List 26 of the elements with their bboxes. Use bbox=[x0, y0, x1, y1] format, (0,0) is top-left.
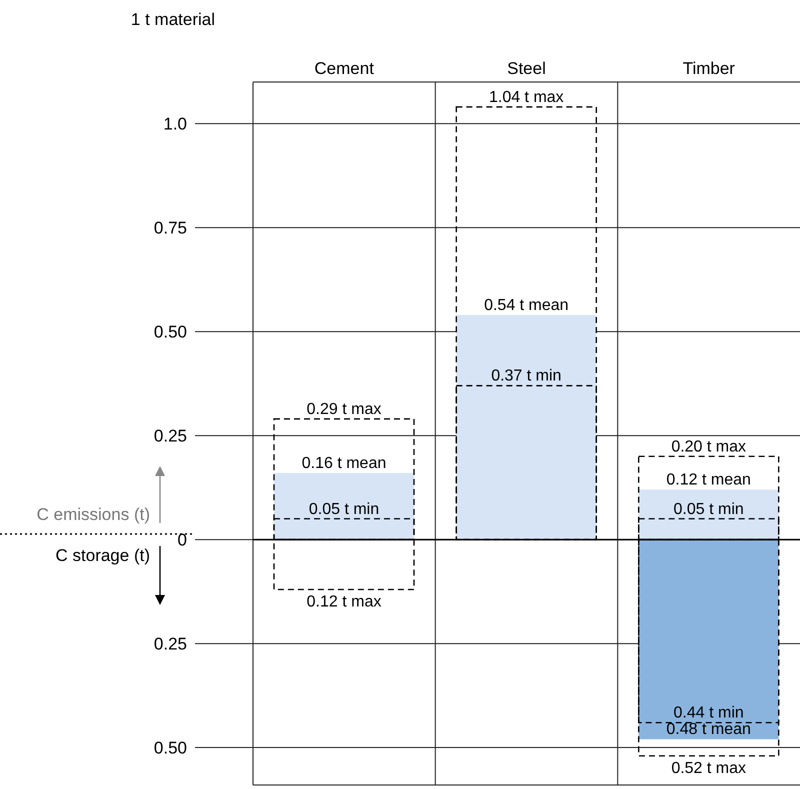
data-label: 0.54 t mean bbox=[484, 296, 569, 314]
y-tick-label: 0.75 bbox=[154, 218, 187, 238]
data-label: 0.37 t min bbox=[491, 368, 562, 385]
y-tick-label: 0.25 bbox=[154, 634, 187, 654]
y-tick-label: 0.50 bbox=[154, 322, 187, 342]
x-tick-label: Cement bbox=[314, 59, 374, 78]
data-label: 0.12 t mean bbox=[666, 472, 751, 489]
text: 1 t material bbox=[130, 10, 215, 30]
data-label: 0.05 t min bbox=[674, 500, 744, 518]
data-label: 0.12 t max bbox=[306, 593, 382, 610]
text: C emissions (t) bbox=[36, 505, 150, 525]
data-label: 0.52 t max bbox=[671, 760, 746, 777]
data-label: 1.04 t max bbox=[488, 88, 564, 106]
y-tick-label: 0 bbox=[178, 530, 187, 550]
data-label: 0.48 t mean bbox=[666, 721, 751, 738]
y-tick-label: 0.25 bbox=[154, 426, 187, 446]
y-tick-label: 1.0 bbox=[163, 114, 187, 134]
data-label: 0.20 t max bbox=[671, 438, 746, 456]
text: C storage (t) bbox=[56, 546, 150, 566]
x-tick-label: Steel bbox=[507, 59, 546, 78]
y-tick-label: 0.50 bbox=[154, 738, 187, 758]
data-label: 0.44 t min bbox=[674, 704, 744, 722]
data-label: 0.05 t min bbox=[308, 500, 380, 518]
data-label: 0.16 t mean bbox=[302, 455, 386, 472]
x-tick-label: Timber bbox=[682, 59, 736, 78]
data-label: 0.29 t max bbox=[306, 400, 382, 418]
